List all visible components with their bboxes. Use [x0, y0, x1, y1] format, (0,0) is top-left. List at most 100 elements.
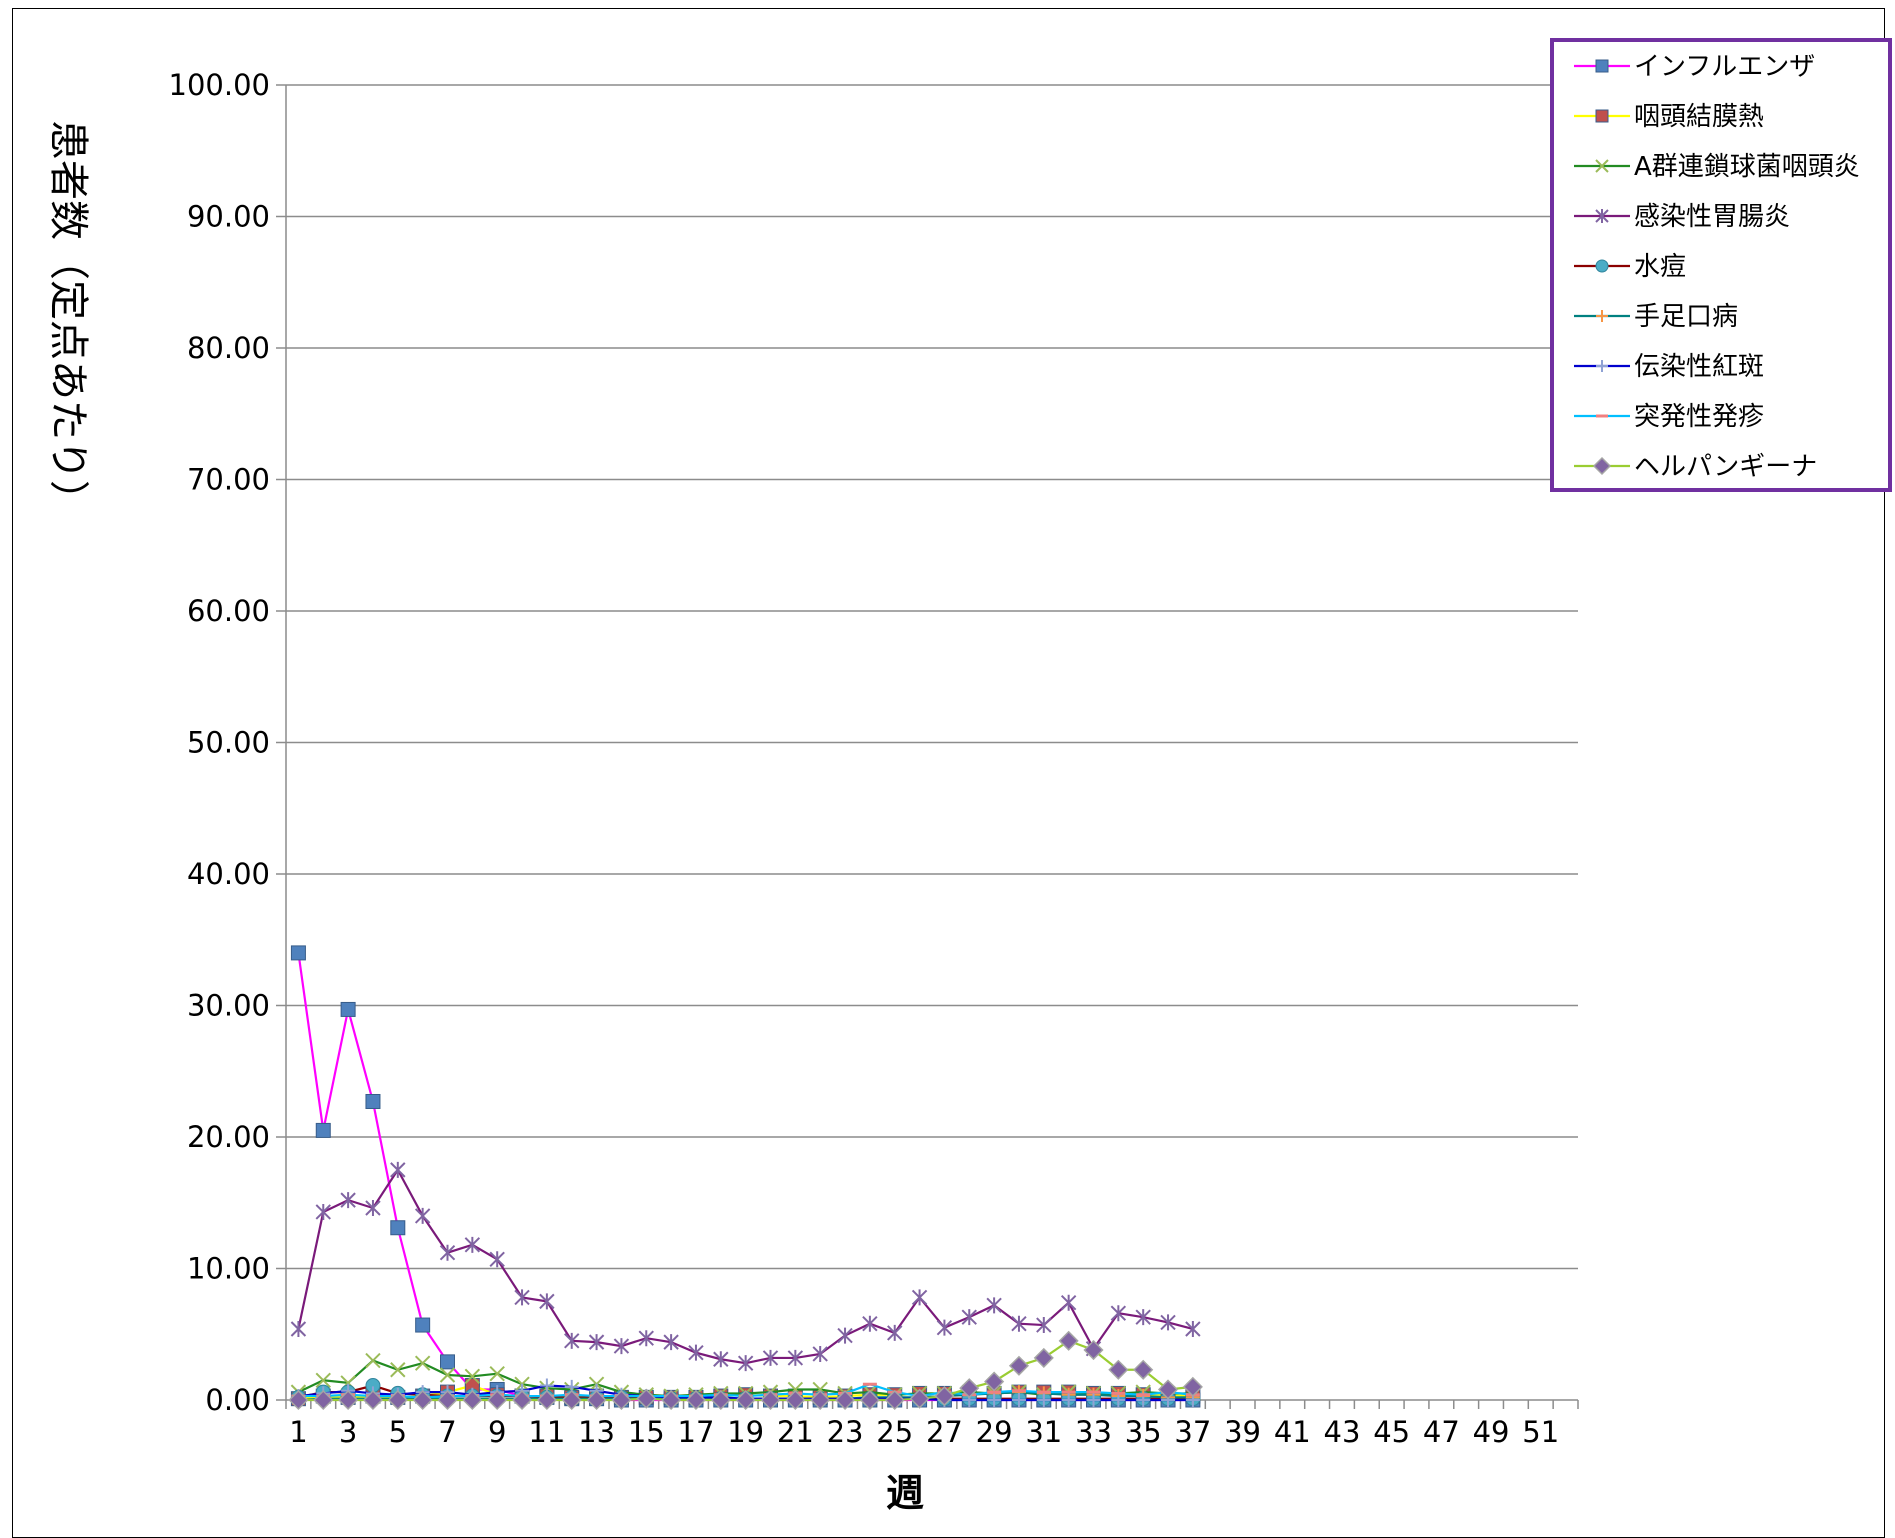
legend-label: 突発性発疹 — [1634, 402, 1764, 432]
legend-label: 水痘 — [1634, 252, 1686, 282]
data-point — [636, 1388, 657, 1409]
legend-item: 手足口病 — [1574, 302, 1738, 332]
data-point — [1185, 1320, 1201, 1337]
data-point — [514, 1289, 530, 1306]
series-line — [297, 1167, 1194, 1365]
gridlines — [276, 84, 1578, 1401]
series-line — [297, 952, 1193, 1402]
data-point — [290, 945, 306, 961]
y-tick-label: 80.00 — [187, 331, 270, 365]
data-point — [1061, 1393, 1076, 1407]
data-point — [1036, 1393, 1051, 1407]
legend-marker — [1596, 310, 1608, 322]
legend-marker — [1595, 109, 1609, 123]
x-tick-label: 33 — [1075, 1415, 1112, 1449]
legend-item: 水痘 — [1574, 252, 1686, 282]
data-point — [1182, 1376, 1203, 1397]
x-tick-label: 47 — [1423, 1415, 1460, 1449]
data-point — [536, 1389, 557, 1411]
data-point — [340, 1192, 356, 1209]
data-point — [737, 1355, 754, 1372]
y-tick-label: 0.00 — [205, 1383, 270, 1417]
y-tick-label: 70.00 — [187, 463, 270, 497]
data-point — [464, 1368, 481, 1385]
data-point — [837, 1327, 853, 1344]
legend-item: 咽頭結膜熱 — [1574, 102, 1764, 132]
x-tick-label: 31 — [1025, 1415, 1062, 1449]
y-tick-label: 100.00 — [169, 68, 270, 102]
data-point — [414, 1207, 431, 1224]
legend-marker — [1592, 456, 1612, 476]
x-tick-label: 27 — [926, 1415, 963, 1449]
data-point — [685, 1389, 707, 1411]
data-point — [911, 1289, 928, 1306]
legend-item: 感染性胃腸炎 — [1574, 202, 1790, 232]
data-point — [984, 1371, 1005, 1392]
x-axis-tick-labels: 1 3 5 7 9 11 13 15 17 19 21 23 25 27 29 31 33 35 37 39 41 43 4… — [289, 1415, 1559, 1449]
legend-label: インフルエンザ — [1634, 52, 1815, 82]
data-point — [315, 1203, 331, 1220]
y-tick-label: 10.00 — [187, 1252, 270, 1286]
data-point — [288, 1389, 309, 1411]
data-point — [959, 1378, 980, 1399]
x-tick-label: 35 — [1125, 1415, 1162, 1449]
data-point — [613, 1338, 630, 1355]
data-point — [439, 1244, 456, 1261]
x-tick-label: 37 — [1174, 1415, 1211, 1449]
data-point — [638, 1330, 654, 1347]
legend-marker — [1596, 360, 1608, 372]
data-point — [387, 1389, 408, 1411]
data-point — [1133, 1359, 1154, 1380]
y-tick-label: 30.00 — [187, 989, 270, 1023]
data-point — [936, 1319, 953, 1336]
data-point — [1060, 1294, 1077, 1311]
data-point — [1157, 1379, 1179, 1400]
data-point — [561, 1389, 582, 1411]
series-group — [288, 945, 1203, 1411]
y-axis-label: 患者数（定点あたり） — [45, 120, 91, 520]
y-tick-label: 50.00 — [187, 726, 270, 760]
x-tick-label: 23 — [827, 1415, 864, 1449]
x-tick-label: 11 — [528, 1415, 565, 1449]
series-9 — [288, 1330, 1203, 1411]
data-point — [713, 1351, 729, 1368]
data-point — [564, 1332, 580, 1349]
x-tick-label: 51 — [1522, 1415, 1559, 1449]
data-point — [362, 1389, 384, 1411]
data-point — [1058, 1330, 1079, 1351]
legend-item: 伝染性紅斑 — [1574, 352, 1764, 382]
legend-marker — [1595, 59, 1609, 73]
y-tick-label: 90.00 — [187, 200, 270, 234]
data-point — [487, 1389, 508, 1411]
x-tick-label: 5 — [389, 1415, 407, 1449]
data-point — [760, 1389, 781, 1411]
legend-marker — [1595, 159, 1609, 173]
data-point — [859, 1389, 880, 1411]
data-point — [365, 1200, 381, 1217]
x-tick-label: 3 — [339, 1415, 357, 1449]
data-point — [365, 1352, 381, 1369]
x-tick-label: 29 — [976, 1415, 1013, 1449]
x-tick-label: 1 — [289, 1415, 307, 1449]
legend-label: 手足口病 — [1634, 302, 1738, 332]
data-point — [412, 1389, 433, 1411]
data-point — [464, 1236, 481, 1253]
data-point — [1011, 1393, 1026, 1407]
data-point — [688, 1344, 704, 1361]
data-point — [390, 1220, 406, 1236]
y-tick-label: 60.00 — [187, 594, 270, 628]
legend-item: A群連鎖球菌咽頭炎 — [1574, 152, 1860, 182]
data-point — [909, 1388, 930, 1409]
series-4 — [290, 1161, 1201, 1372]
data-point — [785, 1389, 806, 1411]
data-point — [862, 1315, 878, 1332]
data-point — [1083, 1339, 1104, 1361]
data-point — [663, 1334, 679, 1351]
data-point — [390, 1161, 406, 1178]
x-tick-label: 13 — [578, 1415, 615, 1449]
x-tick-label: 41 — [1274, 1415, 1311, 1449]
data-point — [787, 1349, 804, 1366]
x-tick-label: 45 — [1373, 1415, 1410, 1449]
